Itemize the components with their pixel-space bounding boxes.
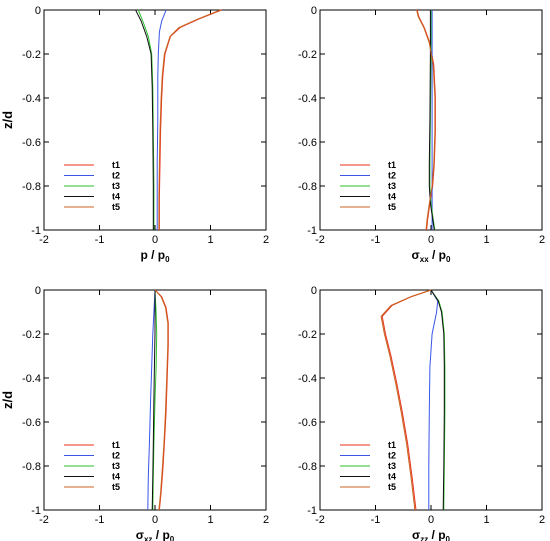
y-tick-label: -0.6: [298, 417, 317, 429]
series-line-t3: [430, 289, 446, 511]
y-tick-label: -0.8: [22, 461, 41, 473]
legend-label-t1: t1: [388, 160, 396, 170]
series-line-t3: [137, 9, 155, 230]
y-tick-label: 0: [311, 5, 317, 17]
chart-panel-3: -2 -1 0 1 20-0.2-0.4-0.6-0.8-1t1t2t3t4t5z/dσ…: [0, 285, 269, 541]
series-line-t5: [158, 9, 221, 230]
y-tick-label: 0: [35, 285, 41, 297]
y-tick-label: -0.4: [22, 93, 41, 105]
legend-label-t2: t2: [388, 171, 396, 181]
x-tick-label: -2: [39, 234, 49, 246]
y-tick-label: -1: [307, 505, 317, 517]
legend-label-t5: t5: [388, 482, 396, 492]
y-tick-label: 0: [311, 285, 317, 297]
chart-panel-4: -2 -1 0 1 20-0.2-0.4-0.6-0.8-1t1t2t3t4t5σzz …: [298, 285, 545, 541]
y-tick-label: -0.8: [298, 461, 317, 473]
y-tick-label: -0.4: [22, 373, 41, 385]
series-line-t5: [416, 9, 436, 231]
legend-label-t3: t3: [388, 181, 396, 191]
x-tick-label: 1: [207, 234, 213, 246]
x-tick-label: 0: [152, 234, 158, 246]
legend-label-t2: t2: [388, 451, 396, 461]
x-tick-label: 0: [428, 514, 434, 526]
y-axis-label: z/d: [0, 111, 15, 129]
legend-label-t1: t1: [112, 440, 120, 450]
x-tick-label: -1: [95, 514, 105, 526]
y-tick-label: -0.2: [298, 329, 317, 341]
legend-label-t5: t5: [112, 482, 120, 492]
x-axis-label: σzz / p0: [412, 528, 451, 541]
legend-label-t5: t5: [388, 202, 396, 212]
series-line-t2: [147, 289, 156, 511]
series-line-t4: [428, 10, 435, 231]
x-tick-label: -2: [315, 514, 325, 526]
x-axis-label: p / p0: [140, 248, 170, 264]
legend-label-t1: t1: [112, 160, 120, 170]
series-line-t3: [429, 10, 436, 231]
legend-label-t2: t2: [112, 171, 120, 181]
x-tick-label: 2: [539, 234, 545, 246]
chart-panel-1: -2 -1 0 1 20-0.2-0.4-0.6-0.8-1t1t2t3t4t5z/dp…: [0, 5, 269, 264]
series-line-t1: [158, 9, 222, 230]
legend-label-t2: t2: [112, 451, 120, 461]
y-tick-label: 0: [35, 5, 41, 17]
chart-panel-2: -2 -1 0 1 20-0.2-0.4-0.6-0.8-1t1t2t3t4t5σxx …: [298, 5, 545, 264]
x-axis-label: σxx / p0: [412, 248, 451, 264]
legend-label-t4: t4: [388, 472, 396, 482]
x-tick-label: -1: [371, 514, 381, 526]
x-tick-label: 2: [263, 234, 269, 246]
x-tick-label: 1: [207, 514, 213, 526]
x-tick-label: -2: [315, 234, 325, 246]
x-tick-label: 0: [152, 514, 158, 526]
y-tick-label: -1: [31, 505, 41, 517]
legend-label-t3: t3: [112, 461, 120, 471]
y-tick-label: -0.6: [22, 417, 41, 429]
x-tick-label: -1: [371, 234, 381, 246]
x-tick-label: 1: [483, 234, 489, 246]
y-tick-label: -0.2: [22, 49, 41, 61]
legend-label-t3: t3: [388, 461, 396, 471]
series-line-t1: [416, 9, 436, 231]
y-tick-label: -1: [31, 225, 41, 237]
x-tick-label: -1: [95, 234, 105, 246]
x-tick-label: 0: [428, 234, 434, 246]
x-tick-label: 1: [483, 514, 489, 526]
x-tick-label: 2: [263, 514, 269, 526]
y-tick-label: -0.4: [298, 373, 317, 385]
series-line-t4: [151, 290, 156, 511]
y-tick-label: -0.4: [298, 93, 317, 105]
x-axis-label: σxz / p0: [136, 528, 175, 541]
y-tick-label: -0.2: [22, 329, 41, 341]
series-line-t3: [152, 289, 158, 511]
legend-label-t3: t3: [112, 181, 120, 191]
legend-label-t1: t1: [388, 440, 396, 450]
x-tick-label: -2: [39, 514, 49, 526]
series-line-t2: [428, 289, 439, 510]
series-line-t4: [430, 289, 445, 511]
y-axis-label: z/d: [0, 391, 15, 409]
y-tick-label: -0.8: [22, 181, 41, 193]
legend-label-t4: t4: [112, 192, 120, 202]
x-tick-label: 2: [539, 514, 545, 526]
y-tick-label: -0.2: [298, 49, 317, 61]
y-tick-label: -0.6: [22, 137, 41, 149]
series-line-t5: [380, 289, 432, 511]
y-tick-label: -0.6: [298, 137, 317, 149]
series-line-t4: [135, 9, 154, 230]
legend-label-t4: t4: [388, 192, 396, 202]
legend-label-t4: t4: [112, 472, 120, 482]
series-line-t2: [156, 9, 167, 230]
y-tick-label: -0.8: [298, 181, 317, 193]
y-tick-label: -1: [307, 225, 317, 237]
legend-label-t5: t5: [112, 202, 120, 212]
series-line-t5: [154, 289, 169, 511]
